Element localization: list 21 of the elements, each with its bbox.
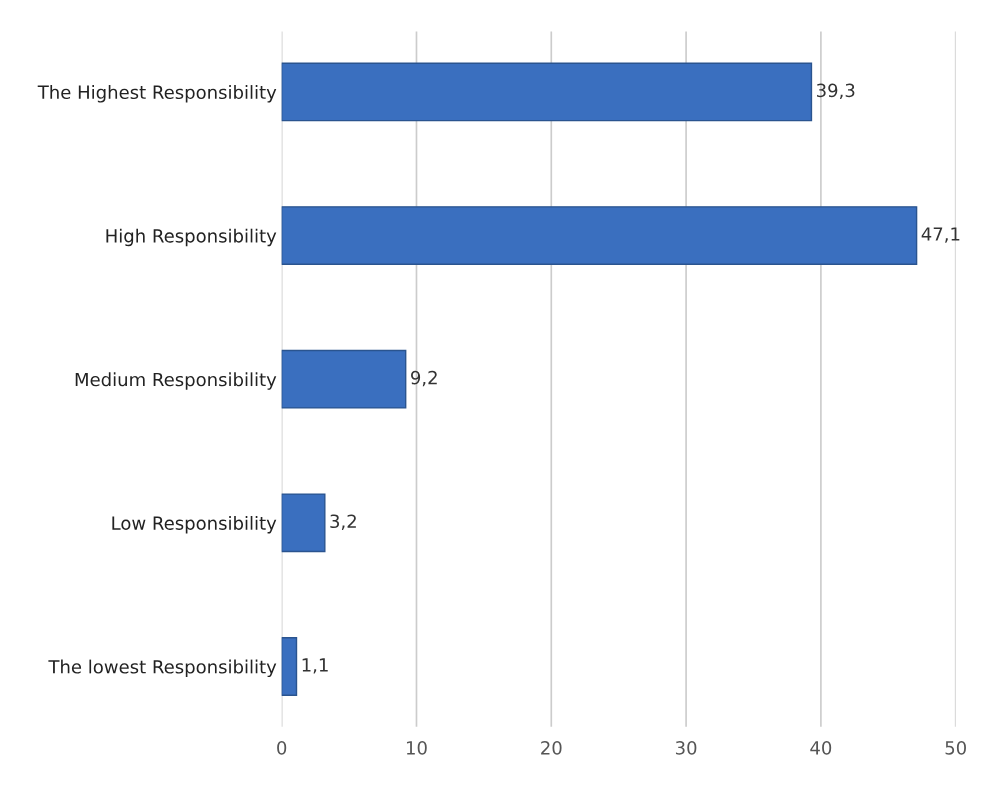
y-tick-label: Low Responsibility	[112, 515, 277, 534]
x-tick-label: 40	[810, 741, 832, 755]
data-label: 47,1	[921, 227, 960, 243]
x-tick-label: 20	[541, 741, 562, 755]
y-tick-label: Medium Responsibility	[75, 372, 277, 390]
data-label: 9,2	[411, 370, 437, 387]
bar	[281, 493, 326, 553]
y-tick-label: The Highest Responsibility	[37, 85, 277, 103]
bar	[281, 62, 813, 122]
bar	[281, 206, 918, 265]
x-tick-label: 30	[675, 741, 697, 755]
bar	[281, 637, 298, 696]
y-tick-label: High Responsibility	[106, 228, 277, 247]
data-label: 1,1	[302, 658, 328, 674]
bar	[281, 349, 407, 409]
x-tick-label: 0	[277, 741, 287, 755]
x-tick-label: 50	[945, 741, 966, 755]
x-tick-label: 10	[406, 741, 427, 755]
data-label: 39,3	[817, 83, 855, 100]
data-label: 3,2	[330, 514, 356, 530]
y-tick-label: The lowest Responsibility	[48, 659, 277, 678]
